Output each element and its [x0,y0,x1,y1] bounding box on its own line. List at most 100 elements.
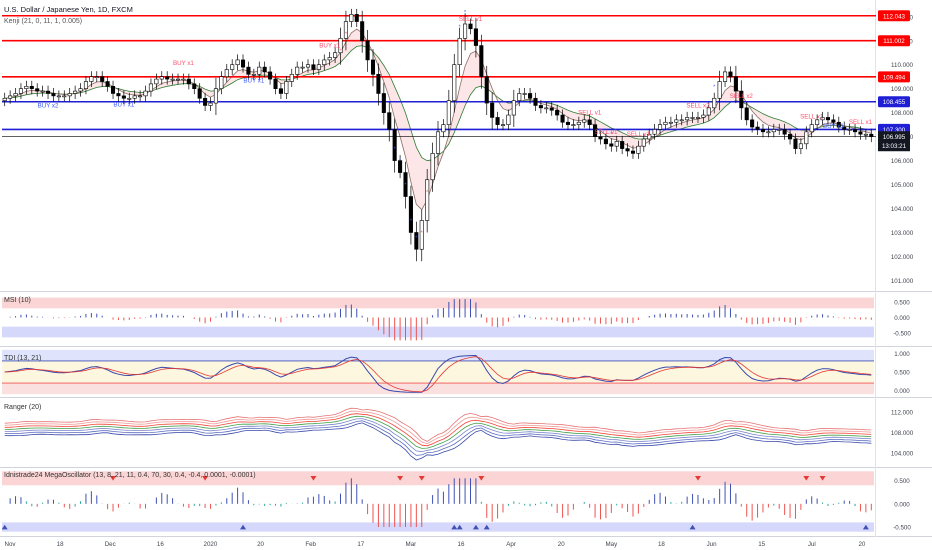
candle-body [701,114,706,118]
candle-body [197,88,202,99]
candle-body [419,220,424,250]
signal-annotation: SELL x2 [730,93,754,100]
price-axis-tick-label: 108.000 [891,110,914,117]
candle-body [148,83,153,92]
candle-body [13,93,18,97]
candle-body [365,40,370,61]
candle-body [647,133,652,140]
time-axis-label: May [605,541,618,548]
candle-body [251,74,256,76]
countdown-label: 13:03:21 [882,143,907,150]
pane-band [2,297,874,309]
candle-body [257,66,262,75]
candle-body [815,119,820,125]
time-axis-label: 15 [758,541,765,548]
candle-body [116,93,121,97]
candle-body [560,114,565,123]
ranger-band-line [4,410,872,445]
candle-body [674,119,679,123]
ranger-band-line [4,413,872,447]
horizontal-level-label: 112.043 [883,13,905,20]
tdi-pane[interactable] [2,349,874,395]
candle-body [73,90,78,94]
candle-body [598,136,603,140]
megaoscillator-axis-label: 0.000 [894,501,910,508]
signal-marker: * [459,24,462,30]
candle-body [484,76,489,104]
signal-annotation: SELL v1 [459,16,483,23]
candle-body [289,74,294,82]
tdi-signal-line [4,356,872,393]
candle-body [89,76,94,82]
candle-body [295,66,300,75]
time-axis-label: 18 [57,541,64,548]
signal-marker: * [464,10,467,16]
candle-body [305,64,311,68]
candle-body [679,119,684,122]
tdi-axis-label: 0.000 [894,388,910,395]
price-axis-tick-label: 109.000 [891,86,914,93]
candle-body [132,95,137,99]
candle-body [170,78,175,81]
signal-marker: * [886,0,889,2]
tdi-pane-title: TDI (13, 21) [4,355,41,362]
megaoscillator-pane[interactable] [1,471,874,532]
horizontal-level-label: 107.300 [883,127,906,134]
time-axis[interactable]: Nov 18 Dec 16 2020 20 Feb 17 Mar 16 Apr 20 May 18 Jun 1… [4,541,865,548]
right-price-axis[interactable]: 112.000111.000110.000109.000108.000107.0… [878,10,914,532]
megaoscillator-buy-marker [456,524,463,530]
price-axis-tick-label: 110.000 [891,62,913,69]
candle-body [685,117,690,121]
candle-body [788,133,793,140]
candle-body [538,105,543,109]
candle-body [858,131,863,135]
candle-body [121,95,126,99]
time-axis-label: Mar [406,541,417,548]
megaoscillator-buy-marker [472,524,479,530]
candle-body [793,138,798,149]
candle-body [842,126,847,130]
signal-marker: * [339,48,342,54]
ranger-pane[interactable] [4,407,872,461]
candle-body [847,129,852,131]
kenji-fast-line [4,28,872,211]
candle-body [750,119,755,128]
price-pane[interactable]: BUY x2 BUY x1 BUY x1 BUY x1 BUY x1 SELL v1 SEL… [2,0,911,262]
msi-pane[interactable] [2,297,874,341]
candle-body [51,93,56,97]
megaoscillator-buy-marker [451,524,458,530]
last-price-tag [878,131,910,152]
candle-body [300,66,305,69]
candle-body [528,93,533,99]
signal-marker: * [610,132,613,138]
candle-body [159,76,164,80]
candle-body [544,107,549,110]
candle-body [533,97,538,106]
candle-body [354,14,359,22]
candle-body [571,124,576,126]
megaoscillator-sell-marker [478,475,485,481]
candle-body [40,90,45,93]
candle-body [500,124,506,126]
candle-body [652,129,657,135]
candle-body [555,109,560,116]
candle-body [804,131,809,145]
horizontal-level-label: 111.002 [883,38,905,45]
candle-body [387,112,392,130]
megaoscillator-buy-marker [862,524,869,530]
candle-body [224,69,229,78]
pane-band [2,522,874,532]
candle-body [333,52,338,58]
signal-annotation: SELL x1 [849,119,873,126]
candle-body [403,172,408,197]
horizontal-level-label: 109.494 [883,74,906,81]
signal-annotation: BUY x1 [113,101,134,108]
candle-body [414,232,419,250]
signal-marker: * [713,84,716,90]
ranger-axis-label: 108.000 [891,430,914,437]
price-axis-tick-label: 101.000 [891,278,914,285]
candle-body [603,138,608,145]
ranger-pane-title: Ranger (20) [4,404,41,411]
signal-annotation: BUY x1 [823,123,844,130]
